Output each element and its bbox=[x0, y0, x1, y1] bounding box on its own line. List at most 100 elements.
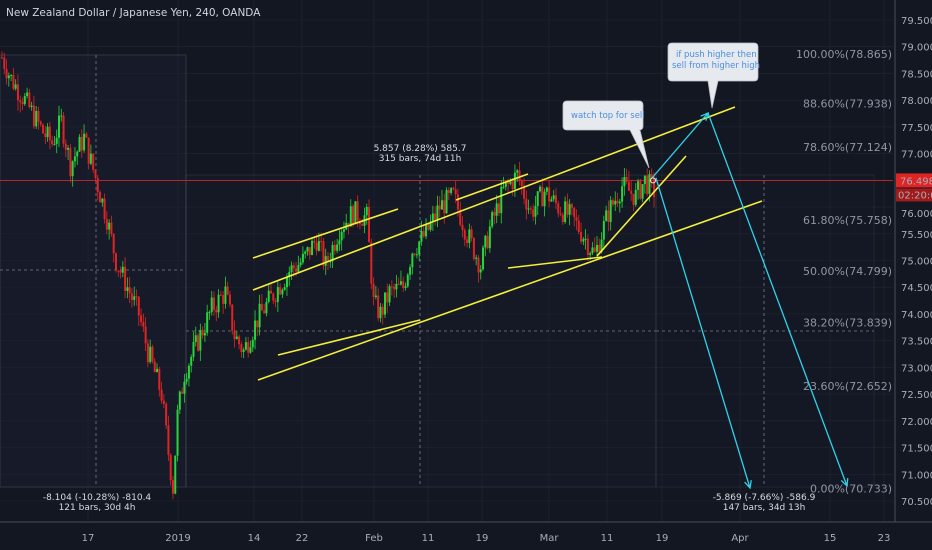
candle-body bbox=[568, 204, 571, 215]
fib-level-label: 0.00%(70.733) bbox=[810, 483, 892, 496]
candle-body bbox=[431, 213, 434, 222]
price-tick-label: 77.000 bbox=[901, 150, 932, 161]
candle-body bbox=[60, 115, 63, 117]
candle-body bbox=[627, 181, 630, 191]
candle-body bbox=[495, 203, 498, 216]
candle-body bbox=[552, 195, 555, 200]
candle-body bbox=[119, 270, 122, 273]
candle-body bbox=[573, 207, 576, 218]
time-tick-label: 11 bbox=[422, 533, 435, 544]
candle-body bbox=[365, 206, 368, 216]
candle-body bbox=[219, 294, 222, 296]
candle-body bbox=[322, 241, 325, 266]
candle-body bbox=[491, 212, 494, 227]
price-tick-label: 75.000 bbox=[901, 257, 932, 268]
candle-body bbox=[623, 176, 626, 187]
candle-body bbox=[103, 198, 106, 220]
candle-body bbox=[144, 326, 147, 344]
candle-body bbox=[386, 292, 389, 303]
candle-body bbox=[593, 247, 596, 252]
measurement-bars-label: 315 bars, 74d 11h bbox=[379, 154, 462, 164]
candle-body bbox=[85, 133, 88, 138]
candle-body bbox=[44, 133, 47, 138]
candle-body bbox=[153, 361, 156, 373]
candle-body bbox=[502, 186, 505, 188]
projection-up-arrow bbox=[651, 112, 709, 179]
candle-body bbox=[577, 220, 580, 233]
candle-body bbox=[452, 188, 455, 190]
measurement-change-label: -8.104 (-10.28%) -810.4 bbox=[43, 493, 152, 503]
candle-body bbox=[171, 480, 174, 494]
candle-body bbox=[434, 213, 437, 220]
candle-body bbox=[96, 177, 99, 193]
candle-body bbox=[260, 303, 263, 311]
candle-body bbox=[463, 230, 466, 240]
candle-body bbox=[575, 217, 578, 221]
candle-body bbox=[598, 244, 601, 253]
candle-body bbox=[21, 102, 24, 105]
candle-body bbox=[618, 201, 621, 204]
price-tick-label: 74.500 bbox=[901, 283, 932, 294]
candle-body bbox=[393, 286, 396, 290]
candle-body bbox=[586, 238, 589, 255]
countdown-badge bbox=[896, 188, 932, 202]
candle-body bbox=[436, 205, 439, 220]
candle-body bbox=[643, 175, 646, 185]
candle-body bbox=[162, 400, 165, 404]
candle-body bbox=[596, 244, 599, 252]
candle-body bbox=[527, 208, 530, 210]
candle-body bbox=[190, 356, 193, 366]
candle-body bbox=[23, 96, 26, 105]
candle-body bbox=[301, 253, 304, 263]
candle-body bbox=[336, 244, 339, 251]
candle-body bbox=[169, 454, 172, 481]
candle-body bbox=[397, 283, 400, 285]
candle-body bbox=[333, 244, 336, 251]
candle-body bbox=[340, 231, 343, 241]
candle-body bbox=[399, 281, 402, 285]
candle-body bbox=[14, 84, 17, 89]
candle-body bbox=[285, 276, 288, 288]
candle-body bbox=[55, 137, 58, 144]
candle-body bbox=[89, 153, 92, 164]
candle-body bbox=[317, 240, 320, 251]
candle-body bbox=[208, 311, 211, 313]
candle-body bbox=[181, 391, 184, 394]
candle-body bbox=[429, 221, 432, 230]
candle-body bbox=[600, 239, 603, 253]
candle-body bbox=[413, 253, 416, 255]
candle-body bbox=[466, 239, 469, 243]
candle-body bbox=[206, 312, 209, 333]
candle-body bbox=[306, 247, 309, 252]
candle-body bbox=[178, 391, 181, 410]
candle-body bbox=[313, 240, 316, 243]
candle-body bbox=[265, 301, 268, 314]
candle-body bbox=[192, 342, 195, 357]
candle-body bbox=[611, 200, 614, 205]
candle-body bbox=[48, 126, 51, 141]
candle-body bbox=[589, 253, 592, 255]
price-tick-label: 73.000 bbox=[901, 363, 932, 374]
candle-body bbox=[197, 335, 200, 351]
candle-body bbox=[137, 296, 140, 316]
candle-body bbox=[372, 283, 375, 298]
callout-watch-top-text: watch top for sell bbox=[571, 111, 645, 121]
candle-body bbox=[438, 205, 441, 210]
candle-body bbox=[550, 199, 553, 202]
candle-body bbox=[231, 304, 234, 331]
candle-body bbox=[584, 238, 587, 240]
candle-body bbox=[215, 309, 218, 313]
candle-body bbox=[570, 204, 573, 208]
channel-line bbox=[455, 173, 529, 201]
candle-body bbox=[242, 349, 245, 352]
candle-body bbox=[370, 242, 373, 284]
time-tick-label: 19 bbox=[476, 533, 489, 544]
candle-body bbox=[459, 209, 462, 225]
candle-body bbox=[290, 265, 293, 273]
candle-body bbox=[76, 151, 79, 157]
candle-body bbox=[263, 310, 266, 314]
candle-body bbox=[440, 200, 443, 210]
candle-body bbox=[73, 156, 76, 162]
